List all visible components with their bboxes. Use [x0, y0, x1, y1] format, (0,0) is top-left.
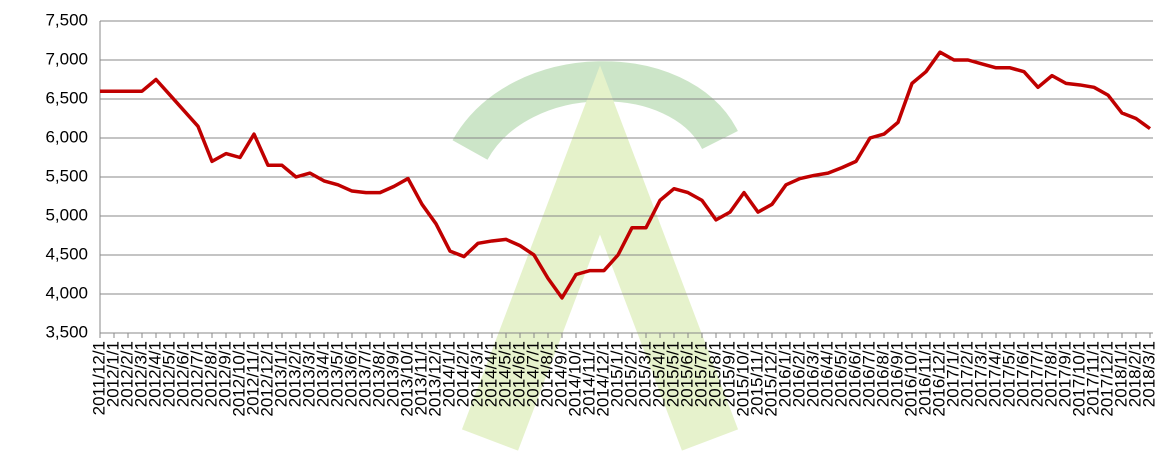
chart: 3,500 4,000 4,500 5,000 5,500 6,000 6,500 7,000…: [0, 0, 1156, 457]
y-tick-label: 4,000: [45, 283, 88, 302]
y-tick-label: 4,500: [45, 244, 88, 263]
y-tick-label: 6,500: [45, 88, 88, 107]
y-tick-label: 6,000: [45, 127, 88, 146]
y-tick-label: 7,500: [45, 10, 88, 29]
page: 3,500 4,000 4,500 5,000 5,500 6,000 6,500 7,000…: [0, 0, 1156, 457]
y-tick-label: 5,000: [45, 205, 88, 224]
x-tick-label: 2018/3/1: [1139, 341, 1156, 407]
y-tick-label: 5,500: [45, 166, 88, 185]
y-tick-label: 7,000: [45, 49, 88, 68]
y-tick-label: 3,500: [45, 322, 88, 341]
